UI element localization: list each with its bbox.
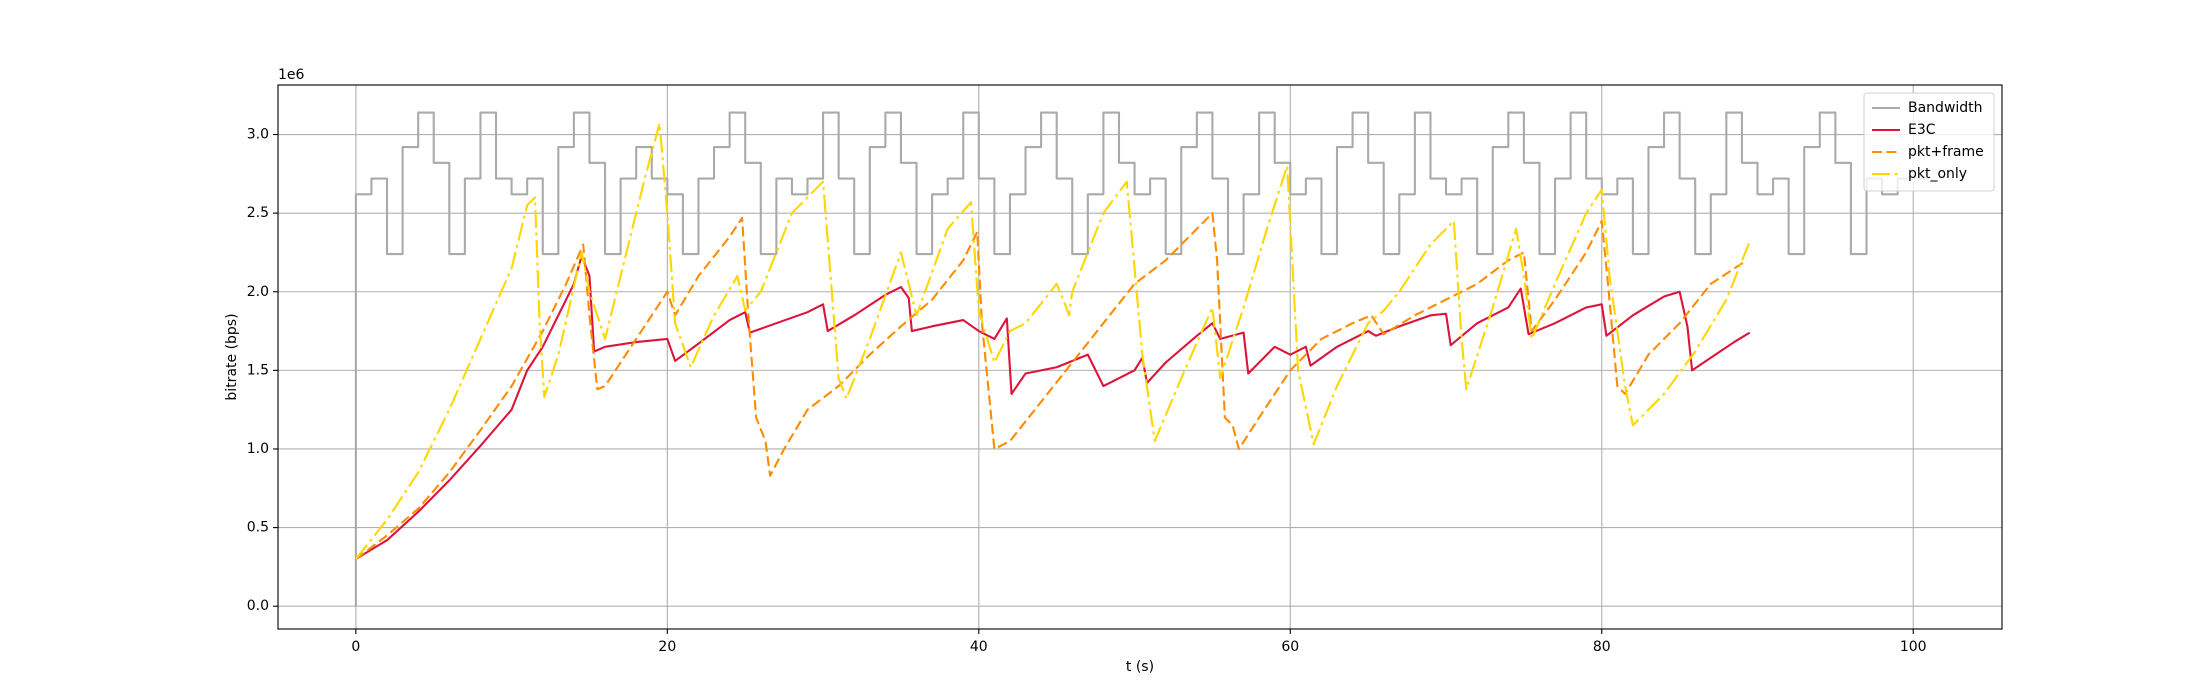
plot-area: [354, 111, 1929, 607]
y-tick-label: 2.0: [247, 284, 269, 300]
x-tick-label: 0: [351, 639, 360, 655]
y-tick-label: 1.5: [247, 362, 269, 378]
legend-label: pkt+frame: [1908, 144, 1984, 160]
series-line: [355, 122, 1751, 560]
y-tick-label: 2.5: [247, 205, 269, 221]
axes-frame: [277, 84, 2003, 630]
y-tick-label: 0.5: [247, 520, 269, 536]
y-tick-label: 1.0: [247, 441, 269, 457]
x-tick-label: 100: [1900, 639, 1927, 655]
legend-label: Bandwidth: [1908, 100, 1983, 116]
ticks: 0 20 40 60 80 100 0.0 0.5 1.0 1.5 2.0 2.5 3.0: [247, 127, 1927, 655]
y-axis-label: bitrate (bps): [224, 313, 240, 400]
x-tick-label: 60: [1281, 639, 1299, 655]
series-line: [355, 212, 1746, 560]
legend-box: [1863, 92, 1995, 192]
legend: Bandwidth E3C pkt+frame pkt_only: [1863, 92, 1995, 192]
x-tick-label: 20: [658, 639, 676, 655]
y-tick-label: 0.0: [247, 598, 269, 614]
x-axis-label: t (s): [1126, 659, 1154, 675]
y-tick-label: 3.0: [247, 127, 269, 143]
legend-label: pkt_only: [1908, 166, 1967, 182]
y-offset-label: 1e6: [278, 67, 305, 83]
x-tick-label: 80: [1593, 639, 1611, 655]
x-tick-label: 40: [970, 639, 988, 655]
legend-label: E3C: [1908, 122, 1936, 138]
series-line: [354, 111, 1929, 607]
series-line: [355, 254, 1751, 560]
